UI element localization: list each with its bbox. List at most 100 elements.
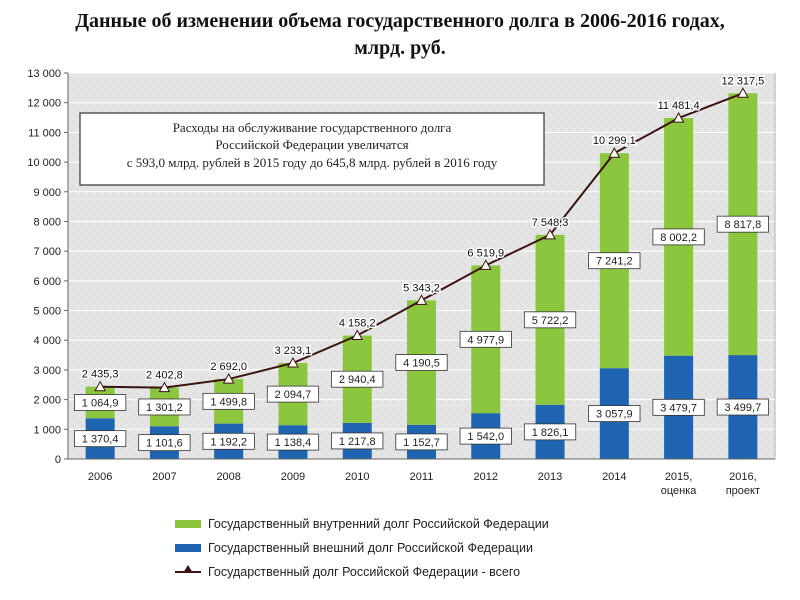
svg-text:1 826,1: 1 826,1 (532, 427, 569, 439)
total-value-label: 10 299,1 (593, 135, 636, 147)
total-marker (479, 259, 492, 270)
y-tick-label: 12 000 (27, 98, 61, 110)
label-domestic: 1 499,8 (202, 392, 255, 410)
total-marker (158, 381, 171, 393)
label-domestic: 2 940,4 (331, 370, 384, 388)
y-tick-label: 8 000 (33, 216, 61, 228)
x-tick-label: 2008 (216, 471, 240, 483)
svg-text:4 190,5: 4 190,5 (403, 358, 440, 370)
legend-swatch-external (175, 544, 201, 552)
x-tick-label: 2015, (665, 471, 693, 483)
total-marker (608, 147, 621, 158)
x-tick-label: 2012 (474, 471, 498, 483)
svg-text:3 499,7: 3 499,7 (725, 402, 762, 414)
label-domestic: 2 094,7 (266, 385, 320, 403)
label-domestic: 4 190,5 (395, 354, 448, 371)
annotation-line-2: Российской Федерации увеличатся (215, 137, 408, 152)
chart-title-line-2: млрд. руб. (354, 37, 446, 59)
svg-text:1 192,2: 1 192,2 (210, 436, 247, 448)
x-tick-label: проект (726, 485, 760, 497)
bar-value-labels: 1 370,4 1 064,9 1 101,6 1 301,2 1 192,2 1 499… (74, 215, 769, 452)
legend-label-external: Государственный внешний долг Российской … (208, 541, 533, 555)
svg-text:1 217,8: 1 217,8 (339, 436, 376, 448)
total-value-label: 2 402,8 (146, 370, 183, 382)
total-marker (94, 380, 106, 392)
total-marker (351, 329, 364, 341)
total-marker (737, 87, 749, 98)
total-value-label: 2 692,0 (210, 361, 247, 373)
y-tick-label: 10 000 (27, 157, 61, 169)
label-domestic: 8 817,8 (716, 215, 769, 233)
label-external: 1 138,4 (266, 433, 320, 451)
legend-label-total: Государственный долг Российской Федераци… (208, 565, 521, 579)
label-domestic: 8 002,2 (652, 228, 705, 246)
chart-title-line-1: Данные об изменении объема государственн… (75, 10, 725, 32)
total-value-label: 6 519,9 (467, 247, 504, 259)
legend-swatch-domestic (175, 520, 201, 528)
label-domestic: 1 064,9 (74, 394, 127, 411)
y-tick-label: 3 000 (33, 365, 61, 377)
svg-text:8 002,2: 8 002,2 (660, 232, 697, 244)
label-external: 1 217,8 (331, 432, 384, 450)
label-domestic: 5 722,2 (523, 311, 577, 329)
chart-title: Данные об изменении объема государственн… (0, 8, 800, 62)
label-external: 3 499,7 (716, 398, 769, 416)
label-external: 1 192,2 (202, 432, 255, 450)
x-axis: 2006 2007 2008 2009 2010 2011 2012 2013 2014 2015… (68, 458, 775, 497)
triangle-marker-icon (183, 565, 193, 573)
svg-text:3 057,9: 3 057,9 (596, 409, 633, 421)
total-value-label: 12 317,5 (721, 75, 764, 87)
label-external: 3 479,7 (652, 398, 705, 416)
label-external: 1 542,0 (459, 427, 512, 445)
label-external: 1 101,6 (138, 434, 191, 452)
label-domestic: 1 301,2 (138, 398, 191, 416)
y-tick-label: 2 000 (33, 395, 61, 407)
total-marker (222, 373, 235, 384)
svg-text:2 940,4: 2 940,4 (339, 374, 376, 386)
label-external: 1 826,1 (523, 423, 577, 441)
total-value-label: 3 233,1 (275, 345, 312, 357)
total-marker (544, 228, 556, 240)
annotation-line-3: с 593,0 млрд. рублей в 2015 году до 645,… (127, 155, 498, 170)
x-tick-label: 2013 (538, 471, 562, 483)
y-tick-label: 7 000 (33, 246, 61, 258)
label-domestic: 7 241,2 (588, 252, 641, 270)
total-value-label: 7 548,3 (532, 217, 569, 229)
y-tick-label: 0 (55, 454, 61, 466)
legend-label-domestic: Государственный внутренний долг Российск… (208, 517, 549, 531)
total-value-label: 2 435,3 (82, 369, 119, 381)
svg-text:2 094,7: 2 094,7 (275, 389, 312, 401)
x-tick-label: 2010 (345, 471, 369, 483)
total-marker (672, 112, 685, 123)
svg-text:1 138,4: 1 138,4 (275, 437, 312, 449)
svg-text:1 101,6: 1 101,6 (146, 438, 183, 450)
y-tick-label: 5 000 (33, 306, 61, 318)
x-tick-label: 2014 (602, 471, 626, 483)
svg-text:5 722,2: 5 722,2 (532, 315, 569, 327)
x-tick-label: 2009 (281, 471, 305, 483)
x-tick-label: 2011 (410, 471, 434, 483)
svg-text:4 977,9: 4 977,9 (467, 334, 504, 346)
total-marker (415, 294, 428, 305)
svg-text:1 499,8: 1 499,8 (210, 396, 247, 408)
svg-text:1 064,9: 1 064,9 (82, 398, 119, 410)
y-tick-label: 1 000 (33, 424, 61, 436)
svg-text:8 817,8: 8 817,8 (725, 219, 762, 231)
x-tick-label: оценка (661, 485, 698, 497)
svg-text:3 479,7: 3 479,7 (660, 402, 697, 414)
svg-text:1 152,7: 1 152,7 (403, 437, 440, 449)
label-external: 3 057,9 (588, 405, 641, 423)
total-marker (287, 356, 299, 368)
y-axis: 0 1 000 2 000 3 000 4 000 5 000 6 000 7 000 8 00… (27, 68, 69, 466)
x-tick-label: 2007 (152, 471, 176, 483)
y-tick-label: 13 000 (27, 68, 61, 80)
svg-text:7 241,2: 7 241,2 (596, 256, 633, 268)
y-tick-label: 11 000 (28, 127, 61, 139)
label-external: 1 152,7 (395, 433, 448, 451)
total-value-label: 5 343,2 (403, 282, 440, 294)
x-tick-label: 2006 (88, 471, 112, 483)
total-debt-line: 2 435,3 2 402,8 2 692,0 3 233,1 4 158,2 5 343… (80, 74, 766, 393)
svg-text:1 301,2: 1 301,2 (146, 402, 183, 414)
label-domestic: 4 977,9 (459, 330, 512, 348)
